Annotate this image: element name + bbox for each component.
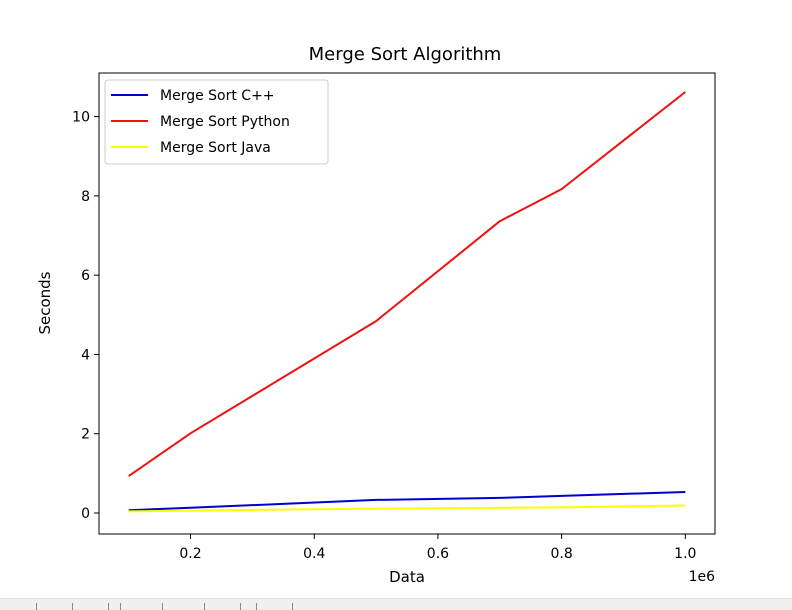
y-tick-label: 0 bbox=[81, 506, 90, 522]
window-toolbar-strip bbox=[0, 598, 792, 610]
y-tick-label: 8 bbox=[81, 189, 90, 205]
y-tick-label: 10 bbox=[72, 110, 90, 126]
x-tick-label: 0.4 bbox=[303, 546, 325, 562]
chart-title: Merge Sort Algorithm bbox=[309, 44, 502, 65]
x-tick-label: 0.8 bbox=[550, 546, 572, 562]
x-axis: 0.2 0.4 0.6 0.8 1.0 bbox=[179, 534, 696, 562]
series-line-0 bbox=[128, 491, 686, 512]
y-axis: 0 2 4 6 8 10 bbox=[72, 110, 99, 522]
y-tick-label: 4 bbox=[81, 347, 90, 363]
x-axis-label: Data bbox=[389, 568, 425, 586]
legend: Merge Sort C++ Merge Sort Python Merge Sor… bbox=[104, 79, 329, 165]
legend-label: Merge Sort Java bbox=[160, 140, 271, 156]
x-tick-label: 0.6 bbox=[427, 546, 449, 562]
x-axis-offset-label: 1e6 bbox=[689, 569, 716, 585]
y-tick-label: 6 bbox=[81, 268, 90, 284]
legend-box bbox=[104, 79, 329, 165]
series-lines bbox=[128, 91, 686, 513]
y-axis-label: Seconds bbox=[36, 271, 54, 334]
x-tick-label: 1.0 bbox=[674, 546, 696, 562]
series-line-2 bbox=[128, 504, 686, 513]
legend-label: Merge Sort C++ bbox=[160, 88, 275, 104]
y-tick-label: 2 bbox=[81, 427, 90, 443]
series-line-1 bbox=[128, 91, 686, 477]
legend-label: Merge Sort Python bbox=[160, 114, 290, 130]
x-tick-label: 0.2 bbox=[179, 546, 201, 562]
